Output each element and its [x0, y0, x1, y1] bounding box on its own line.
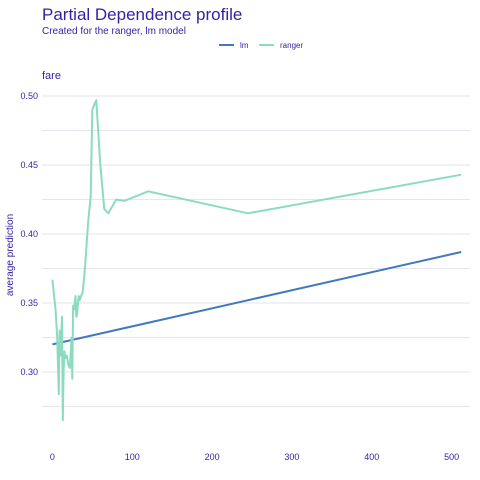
- chart-title: Partial Dependence profile: [42, 5, 242, 24]
- series-line-ranger: [51, 99, 462, 422]
- series-lines: [51, 99, 462, 422]
- y-axis-ticks: 0.30 0.35 0.40 0.45 0.50: [20, 91, 38, 377]
- x-tick-label: 200: [205, 452, 220, 462]
- grid: [42, 95, 470, 408]
- x-tick-label: 500: [444, 452, 459, 462]
- y-tick-label: 0.40: [20, 229, 38, 239]
- series-line-lm: [52, 251, 462, 346]
- x-axis-ticks: 0 100 200 300 400 500: [50, 452, 459, 462]
- panel-label: fare: [42, 70, 61, 82]
- legend-label-ranger: ranger: [280, 41, 303, 50]
- legend: lm ranger: [219, 41, 303, 50]
- x-tick-label: 400: [364, 452, 379, 462]
- y-axis-title: average prediction: [5, 214, 16, 296]
- y-tick-label: 0.35: [20, 298, 38, 308]
- x-tick-label: 100: [125, 452, 140, 462]
- chart-subtitle: Created for the ranger, lm model: [42, 26, 186, 37]
- y-tick-label: 0.30: [20, 367, 38, 377]
- y-tick-label: 0.45: [20, 160, 38, 170]
- legend-label-lm: lm: [240, 41, 249, 50]
- x-tick-label: 0: [50, 452, 55, 462]
- y-tick-label: 0.50: [20, 91, 38, 101]
- x-tick-label: 300: [284, 452, 299, 462]
